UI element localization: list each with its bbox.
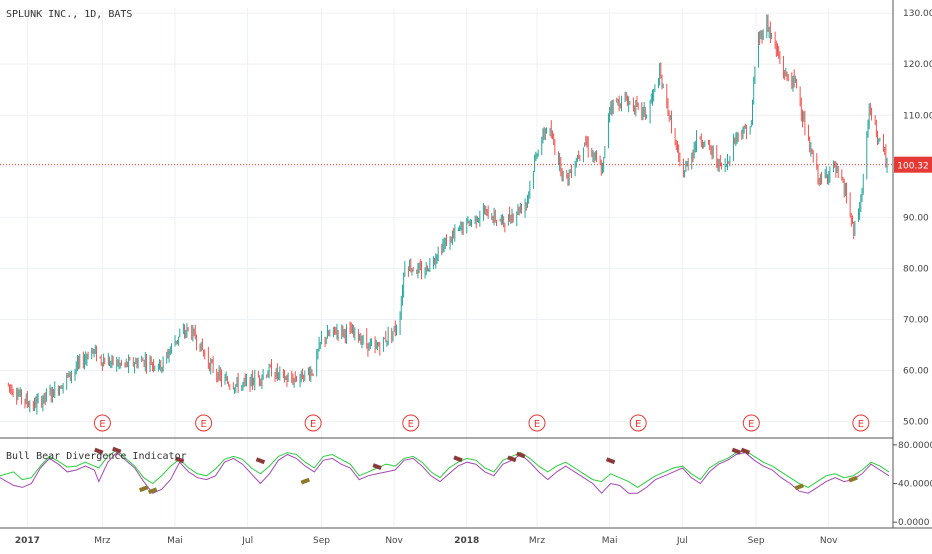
time-tick-label: Sep xyxy=(748,536,765,546)
earnings-marker-circle xyxy=(742,414,760,432)
time-tick-label: 2018 xyxy=(454,536,479,546)
indicator-series-line xyxy=(0,449,890,488)
earnings-marker[interactable]: E xyxy=(742,414,760,432)
bear-divergence-mark xyxy=(255,457,266,465)
bear-divergence-mark xyxy=(740,447,751,455)
bull-divergence-mark xyxy=(794,483,804,491)
price-tick-label: 50.00 xyxy=(903,418,929,428)
indicator-tick-label: 40.0000 xyxy=(898,480,932,490)
indicator-title: Bull Bear Divergence Indicator xyxy=(6,451,187,462)
last-price-label: 100.32 xyxy=(897,162,929,172)
grid-layer xyxy=(0,8,893,527)
indicator-tick-label: 80.0000 xyxy=(898,441,932,451)
earnings-marker[interactable]: E xyxy=(93,414,111,432)
indicator-series-line xyxy=(0,451,890,494)
earnings-marker-circle xyxy=(304,414,322,432)
earnings-marker-label: E xyxy=(310,419,316,430)
earnings-marker[interactable]: E xyxy=(402,414,420,432)
bear-divergence-mark xyxy=(94,447,104,455)
earnings-marker[interactable]: E xyxy=(852,414,870,432)
time-tick-label: Nov xyxy=(385,536,403,546)
time-tick-label: Jul xyxy=(676,536,688,546)
earnings-marker-circle xyxy=(195,414,213,432)
earnings-marker[interactable]: E xyxy=(195,414,213,432)
earnings-marker-label: E xyxy=(858,419,864,430)
earnings-marker-circle xyxy=(852,414,870,432)
bear-divergence-mark xyxy=(516,451,526,459)
bull-divergence-mark xyxy=(138,485,149,493)
bear-divergence-mark xyxy=(731,447,742,455)
earnings-marker-label: E xyxy=(534,419,540,430)
earnings-marker-label: E xyxy=(748,419,754,430)
price-tick-label: 70.00 xyxy=(903,316,929,326)
indicator-layer xyxy=(0,446,890,495)
earnings-marker[interactable]: E xyxy=(304,414,322,432)
earnings-marker-circle xyxy=(402,414,420,432)
bull-divergence-mark xyxy=(147,487,158,495)
bear-divergence-mark xyxy=(372,463,382,470)
earnings-marker-label: E xyxy=(635,419,641,430)
price-tick-label: 80.00 xyxy=(903,264,929,274)
price-tick-label: 90.00 xyxy=(903,213,929,223)
bear-divergence-mark xyxy=(112,446,122,454)
time-tick-label: Mai xyxy=(167,536,183,546)
price-tick-label: 110.00 xyxy=(903,111,932,121)
earnings-marker[interactable]: E xyxy=(629,414,647,432)
price-tick-label: 60.00 xyxy=(903,367,929,377)
earnings-marker-circle xyxy=(93,414,111,432)
earnings-marker-circle xyxy=(629,414,647,432)
bull-divergence-mark xyxy=(300,477,311,485)
bull-divergence-mark xyxy=(848,475,858,483)
bear-divergence-mark xyxy=(507,455,517,463)
chart-title: SPLUNK INC., 1D, BATS xyxy=(6,9,133,20)
earnings-marker-label: E xyxy=(200,419,206,430)
time-tick-label: Nov xyxy=(820,536,838,546)
bear-divergence-mark xyxy=(453,455,463,463)
last-price-badge xyxy=(894,156,932,173)
time-tick-label: 2017 xyxy=(15,536,40,546)
price-tick-label: 130.00 xyxy=(903,9,932,19)
time-tick-label: Mai xyxy=(602,536,618,546)
bear-divergence-mark xyxy=(605,457,616,465)
earnings-marker-label: E xyxy=(408,419,414,430)
earnings-marker-circle xyxy=(528,414,546,432)
indicator-tick-label: 0.0000 xyxy=(898,518,930,528)
time-tick-label: Jul xyxy=(241,536,253,546)
time-tick-label: Mrz xyxy=(94,536,110,546)
earnings-marker[interactable]: E xyxy=(528,414,546,432)
earnings-marker-label: E xyxy=(99,419,105,430)
time-tick-label: Sep xyxy=(313,536,330,546)
candle-layer xyxy=(0,14,893,415)
time-tick-label: Mrz xyxy=(529,536,545,546)
bear-divergence-mark xyxy=(174,456,185,464)
price-tick-label: 120.00 xyxy=(903,60,932,70)
